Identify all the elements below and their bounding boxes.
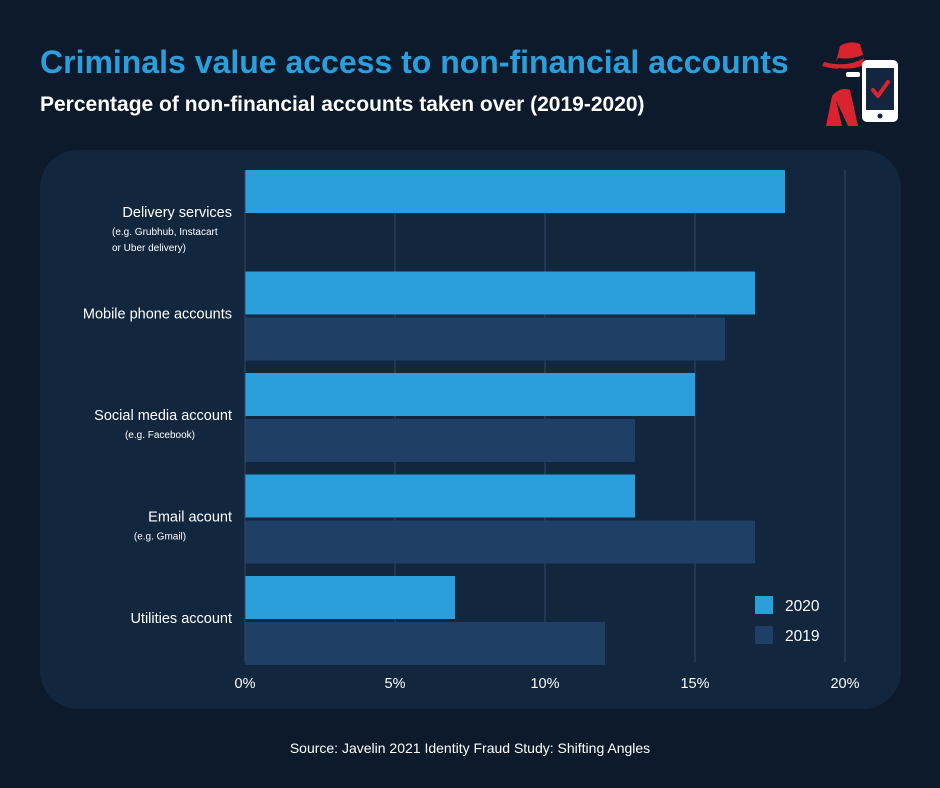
- category-label: Social media account: [94, 408, 232, 424]
- bar-2020-4: [245, 474, 635, 518]
- bar-2019-2: [245, 317, 725, 361]
- chart-panel: Delivery services (e.g. Grubhub, Instacar…: [40, 150, 901, 709]
- category-note: (e.g. Grubhub, Instacart: [112, 227, 218, 238]
- bar-chart: Delivery services (e.g. Grubhub, Instacar…: [83, 170, 860, 692]
- x-tick-label: 15%: [680, 676, 709, 692]
- bar-2019-5: [245, 622, 605, 665]
- chart-subtitle: Percentage of non-financial accounts tak…: [40, 93, 645, 116]
- bar-2020-2: [245, 271, 755, 315]
- source-note: Source: Javelin 2021 Identity Fraud Stud…: [289, 740, 651, 756]
- x-tick-label: 20%: [830, 676, 859, 692]
- legend-swatch-2019: [755, 626, 773, 644]
- bar-2020-3: [245, 373, 695, 416]
- category-label: Utilities account: [130, 611, 232, 627]
- legend-label: 2019: [785, 628, 819, 645]
- bar-2020-1: [245, 170, 785, 213]
- category-label: Mobile phone accounts: [83, 307, 232, 323]
- legend-label: 2020: [785, 598, 820, 615]
- category-label: Delivery services: [122, 205, 232, 221]
- category-note: (e.g. Facebook): [125, 430, 195, 441]
- bar-2019-3: [245, 419, 635, 462]
- chart-title: Criminals value access to non-financial …: [40, 44, 789, 80]
- category-note: (e.g. Gmail): [134, 532, 186, 543]
- hacker-with-phone-icon: [818, 40, 902, 126]
- bar-2020-5: [245, 576, 455, 619]
- x-tick-label: 0%: [235, 676, 256, 692]
- category-label: Email acount: [148, 510, 232, 526]
- legend-swatch-2020: [755, 596, 773, 614]
- bar-2019-4: [245, 520, 755, 564]
- x-tick-label: 10%: [530, 676, 559, 692]
- x-tick-label: 5%: [385, 676, 406, 692]
- category-note: or Uber delivery): [112, 243, 186, 254]
